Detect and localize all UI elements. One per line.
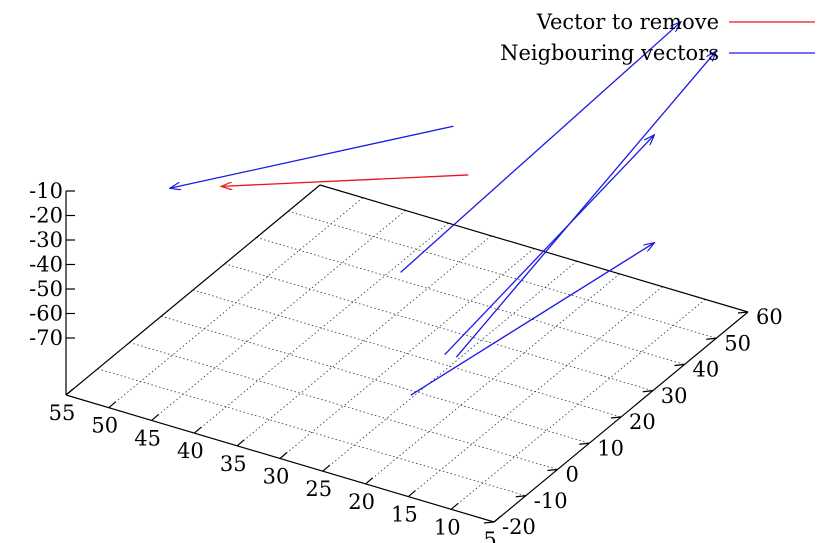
y-tick-label: 30 (661, 384, 688, 408)
x-tick-label: 25 (305, 477, 332, 501)
x-tick-label: 20 (348, 490, 375, 514)
grid-line-x (450, 298, 706, 510)
floor-left-edge (65, 184, 321, 396)
y-tick-mark (706, 337, 717, 340)
z-tick-label: -40 (29, 253, 63, 277)
grid-line-x (151, 210, 406, 421)
x-tick-label: 5 (483, 528, 496, 543)
grid-line-y (288, 210, 717, 339)
y-tick-label: 10 (597, 436, 624, 460)
x-tick-mark (65, 388, 74, 396)
y-tick-label: 60 (756, 305, 783, 329)
y-tick-label: -10 (534, 489, 568, 513)
y-tick-mark (483, 521, 495, 524)
x-tick-label: 10 (434, 515, 461, 539)
x-tick-mark (450, 502, 459, 510)
neighbouring-vector-arrow (400, 22, 681, 273)
neighbouring-vector-arrow (170, 125, 454, 188)
floor-grid (97, 197, 717, 510)
legend: Vector to remove Neigbouring vectors (500, 10, 815, 65)
x-tick-label: 30 (263, 465, 290, 489)
grid-line-y (256, 237, 685, 365)
grid-line-y (224, 263, 653, 392)
x-tick-mark (151, 413, 159, 421)
grid-line-x (408, 286, 663, 497)
grid-line-y (129, 342, 558, 470)
x-tick-label: 35 (220, 452, 247, 476)
y-tick-mark (737, 311, 749, 314)
y-tick-mark (674, 363, 685, 367)
grid-line-y (192, 289, 622, 418)
x-tick-mark (365, 477, 373, 485)
floor-back-edge (319, 184, 749, 313)
y-tick-label: 20 (629, 410, 656, 434)
z-tick-label: -70 (29, 326, 63, 350)
y-tick-label: -20 (502, 515, 536, 539)
legend-label-vector-to-remove: Vector to remove (536, 10, 719, 34)
y-tick-label: 40 (693, 358, 720, 382)
grid-line-x (322, 260, 578, 472)
x-tick-label: 15 (391, 503, 418, 527)
grid-line-x (279, 248, 535, 459)
z-tick-label: -60 (29, 302, 63, 326)
vector-arrows (170, 22, 716, 396)
y-tick-mark (610, 416, 622, 419)
x-tick-mark (279, 452, 288, 459)
z-tick-label: -10 (29, 179, 63, 203)
grid-line-x (194, 222, 449, 434)
neighbouring-vector-arrow (444, 135, 655, 356)
legend-label-neighbouring-vectors: Neigbouring vectors (500, 41, 719, 65)
y-tick-mark (547, 468, 558, 472)
grid-line-x (236, 235, 492, 447)
neighbouring-vector-arrow (410, 243, 655, 396)
y-tick-mark (515, 495, 526, 498)
x-tick-mark (493, 515, 502, 523)
grid-line-y (161, 315, 590, 444)
vector-to-remove-arrow (221, 174, 469, 186)
x-tick-label: 50 (91, 414, 118, 438)
y-tick-mark (579, 442, 590, 445)
tick-labels: -10-20-30-40-50-60-705550454035302520151… (29, 179, 783, 543)
x-tick-mark (194, 426, 202, 434)
z-tick-label: -20 (29, 204, 63, 228)
x-tick-mark (322, 464, 331, 472)
neighbouring-vector-arrow (455, 51, 716, 358)
z-tick-label: -30 (29, 228, 63, 252)
x-tick-mark (408, 490, 416, 498)
grid-line-x (108, 197, 364, 409)
y-tick-mark (642, 390, 653, 393)
x-tick-mark (108, 401, 117, 409)
x-tick-label: 45 (134, 426, 161, 450)
x-tick-mark (236, 439, 245, 447)
y-tick-label: 0 (566, 463, 579, 487)
grid-line-y (97, 368, 526, 497)
x-tick-label: 55 (49, 401, 76, 425)
y-tick-label: 50 (724, 331, 751, 355)
x-tick-label: 40 (177, 439, 204, 463)
grid-line-x (365, 273, 620, 485)
z-tick-label: -50 (29, 277, 63, 301)
